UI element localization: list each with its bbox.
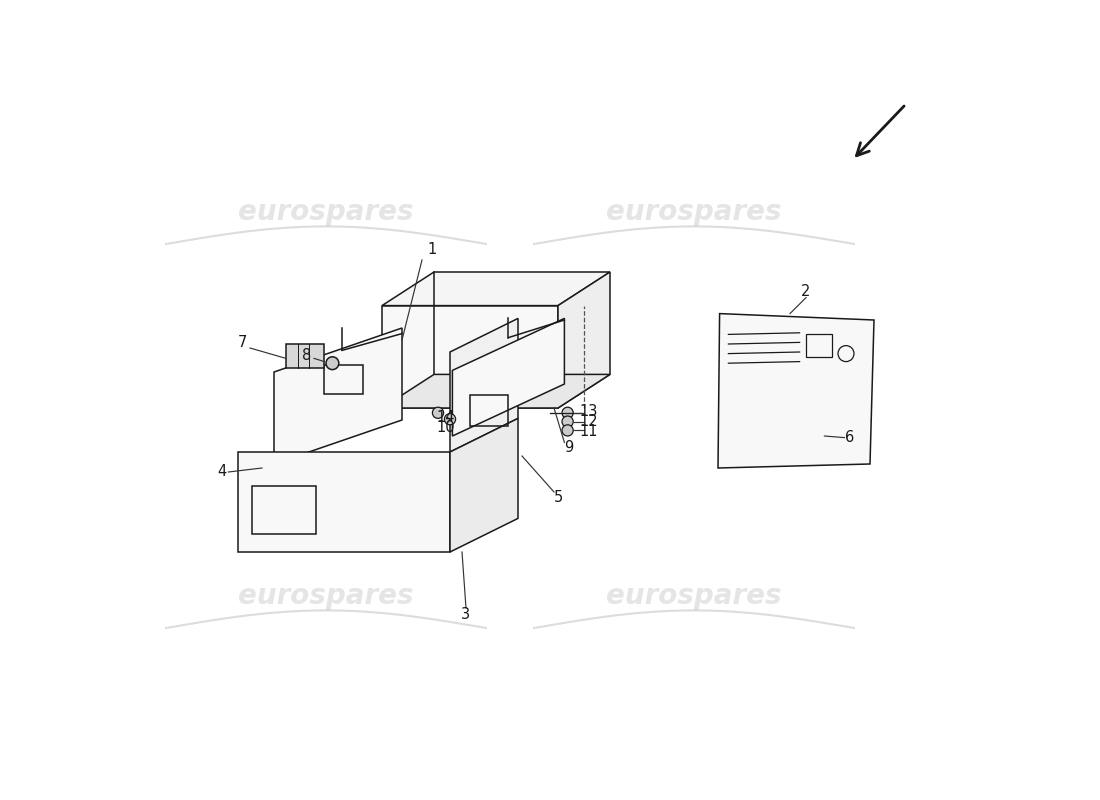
Text: 3: 3 bbox=[461, 607, 471, 622]
Polygon shape bbox=[274, 328, 402, 464]
Text: 4: 4 bbox=[218, 465, 227, 479]
Polygon shape bbox=[450, 418, 518, 552]
Polygon shape bbox=[382, 374, 610, 408]
Text: 5: 5 bbox=[553, 490, 562, 505]
Bar bbox=[324, 365, 363, 394]
Circle shape bbox=[444, 414, 455, 425]
Bar bbox=[470, 395, 508, 426]
Polygon shape bbox=[718, 314, 875, 468]
Polygon shape bbox=[558, 272, 611, 408]
Polygon shape bbox=[452, 318, 564, 436]
Text: 1: 1 bbox=[428, 242, 437, 257]
Circle shape bbox=[326, 357, 339, 370]
Text: eurospares: eurospares bbox=[606, 198, 782, 226]
Circle shape bbox=[562, 416, 573, 427]
Text: eurospares: eurospares bbox=[239, 582, 414, 610]
Text: eurospares: eurospares bbox=[606, 582, 782, 610]
Circle shape bbox=[432, 407, 443, 418]
Polygon shape bbox=[450, 318, 518, 452]
Text: 9: 9 bbox=[564, 441, 573, 455]
Text: eurospares: eurospares bbox=[239, 198, 414, 226]
Circle shape bbox=[562, 407, 573, 418]
Bar bbox=[252, 486, 316, 534]
Text: 12: 12 bbox=[579, 414, 597, 429]
Polygon shape bbox=[238, 452, 450, 552]
Text: 7: 7 bbox=[238, 335, 246, 350]
Bar bbox=[806, 334, 832, 357]
Text: 2: 2 bbox=[801, 284, 811, 298]
Text: 10: 10 bbox=[437, 421, 455, 435]
Polygon shape bbox=[382, 306, 558, 408]
Text: 13: 13 bbox=[580, 404, 597, 418]
Text: 8: 8 bbox=[302, 349, 311, 363]
Polygon shape bbox=[382, 272, 610, 306]
Text: 6: 6 bbox=[846, 430, 855, 445]
Circle shape bbox=[562, 425, 573, 436]
Text: 14: 14 bbox=[437, 410, 455, 425]
Text: 11: 11 bbox=[580, 425, 597, 439]
Bar bbox=[286, 344, 324, 368]
